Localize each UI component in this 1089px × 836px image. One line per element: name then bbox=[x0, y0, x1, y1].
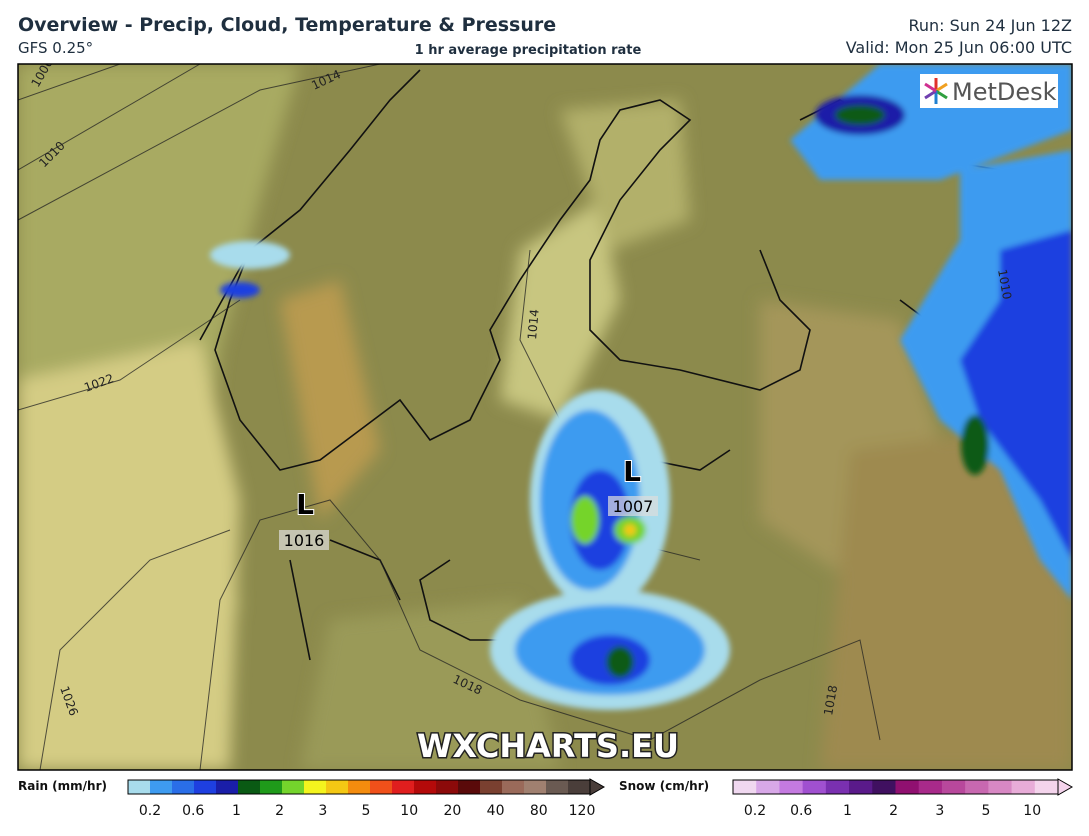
legend-label: 10 bbox=[1023, 803, 1041, 819]
legend-label: 0.6 bbox=[790, 803, 812, 819]
swatch bbox=[941, 780, 966, 794]
swatch bbox=[918, 780, 943, 794]
title: Overview - Precip, Cloud, Temperature & … bbox=[18, 14, 556, 36]
swatch bbox=[260, 780, 283, 794]
logo-mark bbox=[924, 78, 948, 104]
pressure-centers: L 1007 L 1016 bbox=[279, 454, 658, 550]
logo: MetDesk bbox=[952, 78, 1057, 106]
legend-frame bbox=[127, 779, 591, 795]
precipitation bbox=[210, 64, 1072, 710]
swatch bbox=[872, 780, 896, 794]
map: L 1007 L 1016 1006 1010 1014 1022 1014 1… bbox=[18, 64, 1072, 770]
swatch bbox=[172, 780, 195, 794]
swatch bbox=[849, 780, 873, 794]
isobar-label: 1010 bbox=[995, 268, 1014, 301]
map-frame bbox=[17, 63, 1073, 771]
subtitle: 1 hr average precipitation rate bbox=[415, 43, 642, 58]
legend-label: 5 bbox=[362, 803, 371, 819]
swatch bbox=[392, 780, 415, 794]
legend-label: 20 bbox=[443, 803, 461, 819]
swatch bbox=[779, 780, 804, 794]
legend-label: 3 bbox=[935, 803, 944, 819]
legend-arrow bbox=[1057, 778, 1074, 796]
swatch bbox=[370, 780, 393, 794]
swatch bbox=[194, 780, 217, 794]
swatch bbox=[502, 780, 525, 794]
legend-label: 2 bbox=[275, 803, 284, 819]
swatch bbox=[546, 780, 569, 794]
swatch bbox=[436, 780, 459, 794]
swatch bbox=[802, 780, 827, 794]
watermark: WXCHARTS.EU bbox=[417, 727, 679, 765]
snow-legend-title: Snow (cm/hr) bbox=[619, 779, 709, 793]
legends: 0.2 0.6 1 2 3 5 10 20 40 80 120 0.2 0.6 1 2 3 5 10 bbox=[127, 778, 1074, 819]
legend-label: 40 bbox=[487, 803, 505, 819]
legend-label: 1 bbox=[843, 803, 852, 819]
swatch bbox=[128, 780, 151, 794]
isobars bbox=[18, 64, 1011, 770]
swatch bbox=[756, 780, 780, 794]
swatch bbox=[1011, 780, 1036, 794]
isobar-label: 1018 bbox=[821, 684, 840, 717]
swatch bbox=[348, 780, 371, 794]
legend-label: 2 bbox=[889, 803, 898, 819]
swatch bbox=[216, 780, 239, 794]
isobar-label: 1014 bbox=[525, 309, 542, 341]
swatch bbox=[326, 780, 349, 794]
legend-frame bbox=[732, 779, 1059, 795]
swatch bbox=[458, 780, 481, 794]
low-value: 1016 bbox=[284, 531, 325, 550]
swatch bbox=[733, 780, 757, 794]
swatch bbox=[304, 780, 327, 794]
swatch bbox=[480, 780, 503, 794]
low-symbol: L bbox=[296, 488, 314, 521]
swatch bbox=[150, 780, 173, 794]
legend-label: 5 bbox=[982, 803, 991, 819]
model: GFS 0.25° bbox=[18, 39, 93, 57]
low-value: 1007 bbox=[613, 497, 654, 516]
run: Run: Sun 24 Jun 12Z bbox=[908, 16, 1072, 35]
legend-label: 0.6 bbox=[182, 803, 204, 819]
swatch bbox=[825, 780, 850, 794]
swatch bbox=[414, 780, 437, 794]
swatch bbox=[282, 780, 305, 794]
legend-label: 80 bbox=[530, 803, 548, 819]
legend-arrow bbox=[589, 778, 606, 796]
legend-label: 0.2 bbox=[139, 803, 161, 819]
swatch bbox=[965, 780, 989, 794]
valid: Valid: Mon 25 Jun 06:00 UTC bbox=[846, 38, 1072, 57]
swatch bbox=[238, 780, 261, 794]
rain-legend-title: Rain (mm/hr) bbox=[18, 779, 107, 793]
legend-label: 3 bbox=[318, 803, 327, 819]
legend-label: 10 bbox=[400, 803, 418, 819]
swatch bbox=[1034, 780, 1059, 794]
logo-box bbox=[920, 74, 1058, 108]
legend-label: 0.2 bbox=[744, 803, 766, 819]
swatch bbox=[524, 780, 547, 794]
swatch bbox=[895, 780, 920, 794]
swatch bbox=[988, 780, 1013, 794]
low-symbol: L bbox=[623, 455, 641, 488]
legend-label: 1 bbox=[232, 803, 241, 819]
swatch bbox=[568, 780, 591, 794]
legend-label: 120 bbox=[569, 803, 596, 819]
